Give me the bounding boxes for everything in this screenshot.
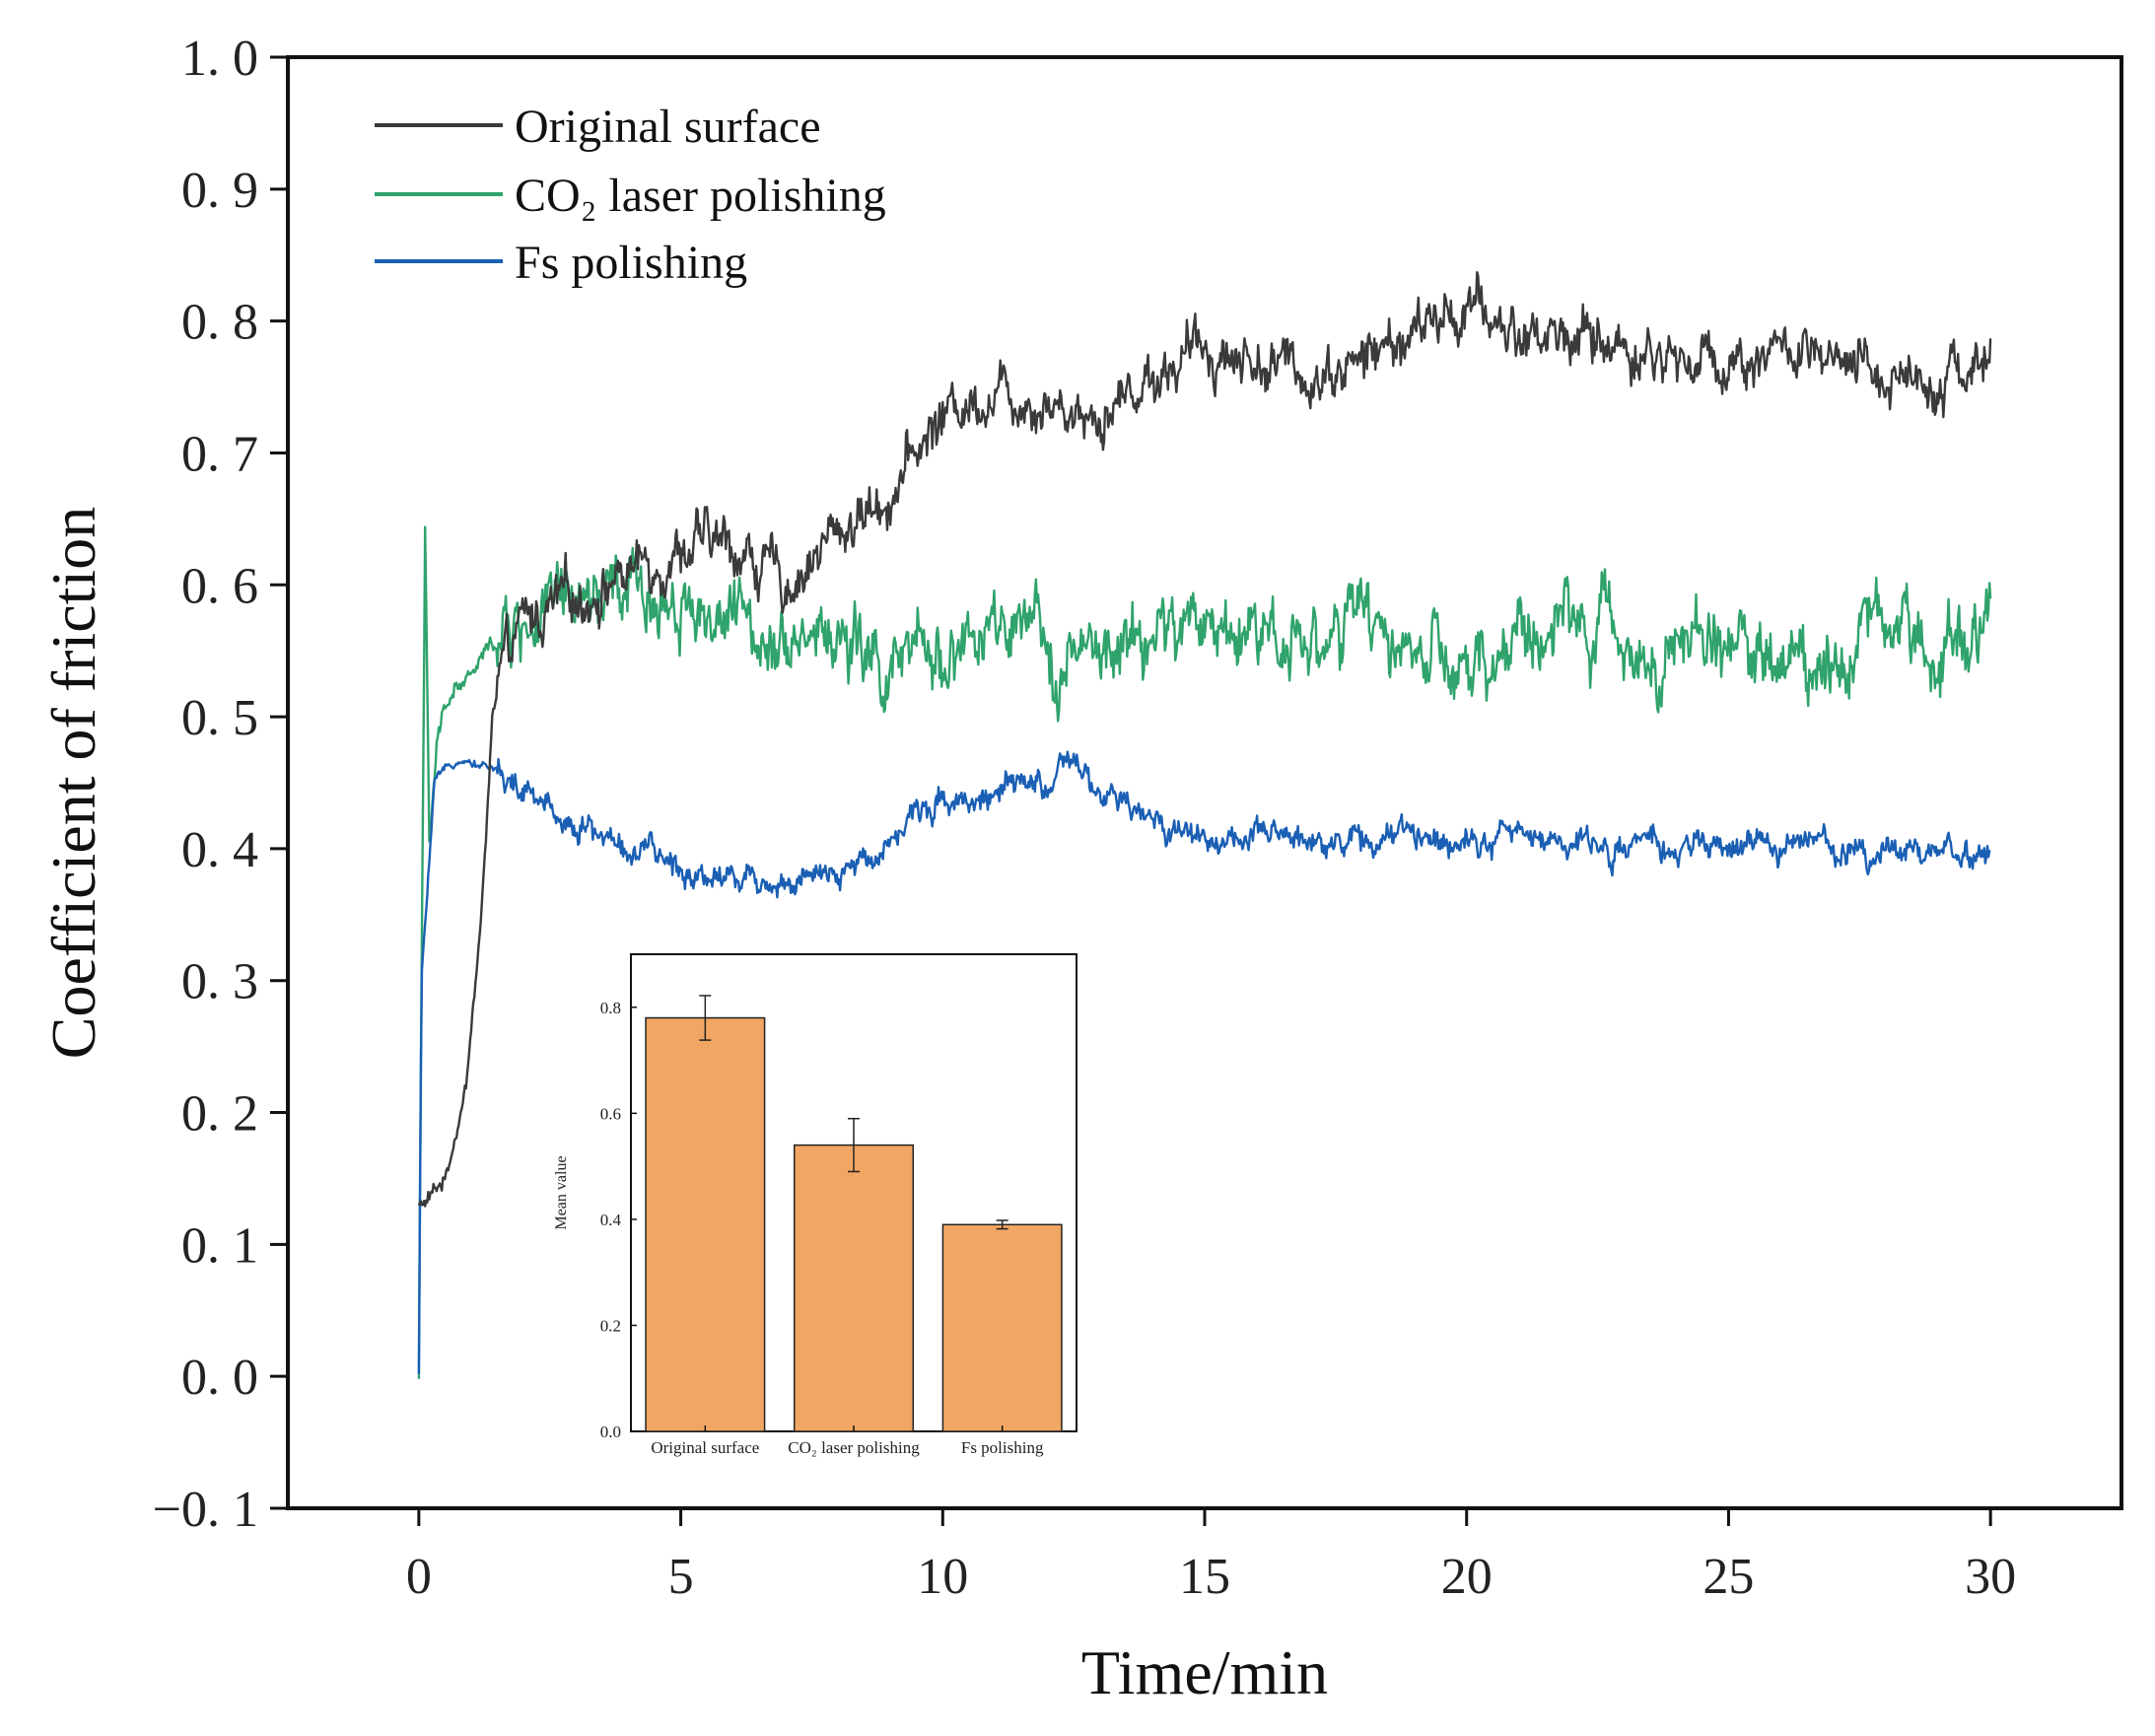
inset-y-axis-title: Mean value bbox=[553, 1155, 570, 1229]
y-axis-title: Coefficient of friction bbox=[38, 507, 108, 1059]
y-tick-label: 1. 0 bbox=[181, 31, 258, 87]
y-tick-label: −0. 1 bbox=[153, 1482, 258, 1538]
inset-bar bbox=[793, 1144, 915, 1432]
inset-y-label: 0.6 bbox=[600, 1104, 621, 1123]
inset-bar-chart: 0.0 0.2 0.4 0.6 0.8 Original surface CO₂ lase… bbox=[553, 953, 1078, 1457]
y-tick-label: 0. 2 bbox=[181, 1086, 258, 1143]
x-tick-label: 15 bbox=[1179, 1549, 1230, 1605]
x-axis-ticks: 0 5 10 15 20 25 30 bbox=[406, 1508, 2016, 1605]
inset-x-label: CO₂ laser polishing bbox=[788, 1438, 920, 1457]
y-tick-label: 0. 0 bbox=[181, 1350, 258, 1406]
inset-y-label: 0.8 bbox=[600, 999, 621, 1017]
y-tick-label: 0. 3 bbox=[181, 954, 258, 1010]
legend-label-co2: CO₂ laser polishing bbox=[515, 170, 886, 222]
x-tick-label: 30 bbox=[1965, 1549, 2016, 1605]
inset-y-label: 0.4 bbox=[600, 1211, 622, 1229]
y-tick-label: 0. 5 bbox=[181, 690, 258, 746]
legend-label-original: Original surface bbox=[515, 101, 821, 153]
series-lines bbox=[417, 271, 1992, 1379]
inset-x-label: Fs polishing bbox=[961, 1438, 1044, 1457]
legend: Original surface CO₂ laser polishing Fs … bbox=[375, 101, 886, 289]
legend-label-fs: Fs polishing bbox=[515, 237, 747, 289]
y-axis-ticks: −0. 1 0. 0 0. 1 0. 2 0. 3 0. 4 0. 5 0. 6 0. 7 0. … bbox=[153, 31, 288, 1538]
inset-y-label: 0.0 bbox=[600, 1423, 621, 1441]
series-line-1 bbox=[417, 525, 1992, 1379]
inset-x-label: Original surface bbox=[651, 1438, 759, 1457]
inset-bar bbox=[941, 1223, 1063, 1432]
inset-y-label: 0.2 bbox=[600, 1316, 621, 1335]
y-tick-label: 0. 7 bbox=[181, 426, 258, 482]
x-axis-title: Time/min bbox=[1081, 1637, 1328, 1707]
x-tick-label: 10 bbox=[917, 1549, 968, 1605]
y-tick-label: 0. 8 bbox=[181, 295, 258, 351]
inset-y-ticks: 0.0 0.2 0.4 0.6 0.8 bbox=[600, 999, 637, 1441]
series-line-2 bbox=[417, 750, 1991, 1374]
series-line-0 bbox=[417, 271, 1992, 1208]
y-tick-label: 0. 6 bbox=[181, 558, 258, 614]
x-tick-label: 20 bbox=[1441, 1549, 1493, 1605]
x-tick-label: 5 bbox=[668, 1549, 694, 1605]
y-tick-label: 0. 4 bbox=[181, 822, 258, 878]
y-tick-label: 0. 9 bbox=[181, 163, 258, 219]
y-tick-label: 0. 1 bbox=[181, 1217, 258, 1274]
x-tick-label: 25 bbox=[1703, 1549, 1754, 1605]
inset-bar bbox=[645, 1016, 766, 1432]
x-tick-label: 0 bbox=[406, 1549, 432, 1605]
inset-x-labels: Original surface CO₂ laser polishing Fs po… bbox=[651, 1425, 1044, 1457]
main-plot: −0. 1 0. 0 0. 1 0. 2 0. 3 0. 4 0. 5 0. 6 0. 7 0. … bbox=[38, 31, 2123, 1707]
inset-bars bbox=[645, 995, 1063, 1432]
